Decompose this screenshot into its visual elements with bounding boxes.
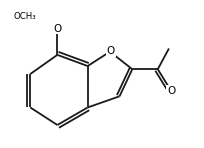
Text: O: O	[167, 86, 175, 96]
Text: OCH₃: OCH₃	[14, 12, 37, 21]
Text: O: O	[107, 46, 115, 56]
Text: O: O	[53, 24, 61, 34]
